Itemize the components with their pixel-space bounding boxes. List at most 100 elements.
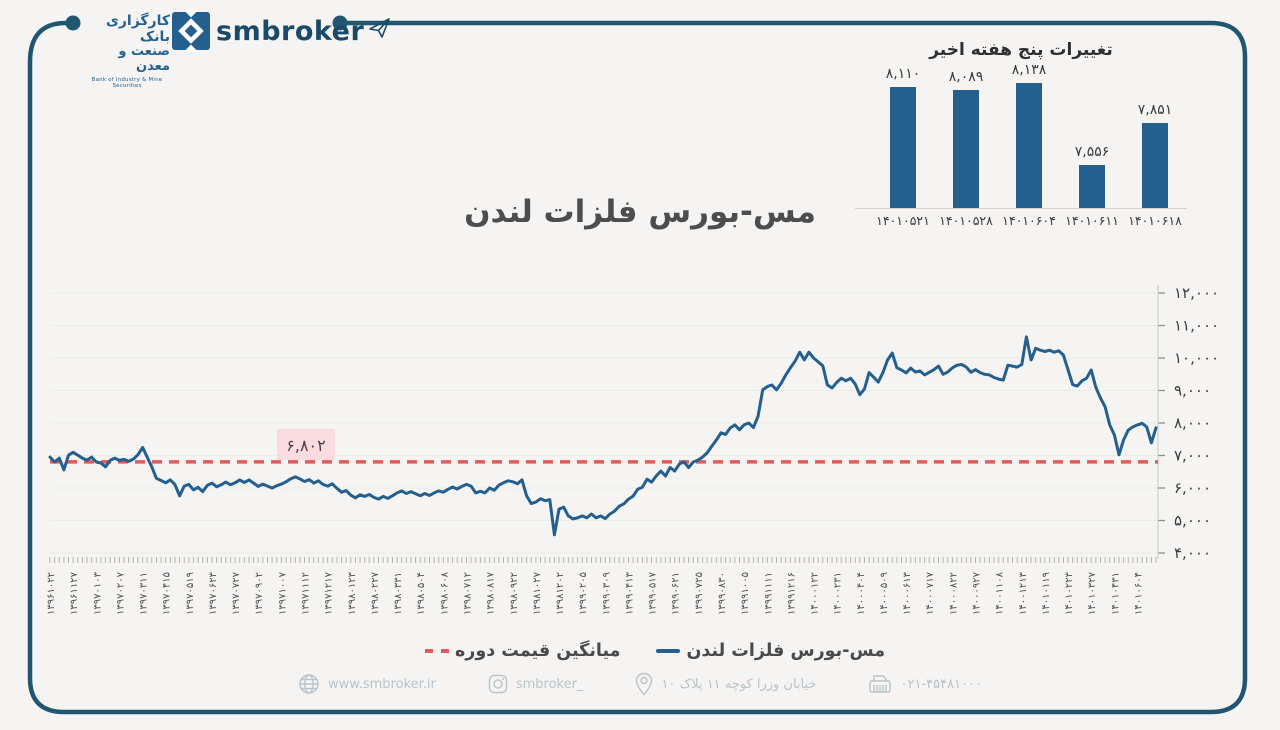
smbroker-wordmark: smbroker (216, 16, 392, 47)
x-tick-label: ۱۳۹۹۰۵۱۷ (648, 571, 659, 615)
bar-category-label: ۱۴۰۱۰۶۱۸ (1128, 213, 1182, 228)
location-pin-icon (636, 672, 653, 696)
bar-category-label: ۱۴۰۱۰۶۱۱ (1065, 213, 1119, 228)
footer-address: خیابان وزرا کوچه ۱۱ پلاک ۱۰ (635, 672, 816, 696)
x-tick-label: ۱۳۹۷۱۱۱۲ (301, 572, 312, 615)
x-tick-label: ۱۳۹۹۰۴۱۳ (624, 571, 635, 615)
legend-item-average: میانگین قیمت دوره (424, 641, 621, 661)
bar (890, 87, 916, 208)
globe-icon (299, 674, 319, 694)
copper-price-line-chart: ۱۲,۰۰۰ ۱۱,۰۰۰ ۱۰,۰۰۰ ۹,۰۰۰ ۸,۰۰۰ ۷,۰۰۰ ۶,۰۰۰ ۵,… (46, 284, 1219, 615)
fax-icon (869, 675, 892, 693)
x-tick-label: ۱۴۰۰۰۷۱۷ (925, 571, 936, 615)
bar (1016, 83, 1042, 208)
x-tick-label: ۱۳۹۹۱۲۱۶ (786, 572, 797, 615)
y-tick-label: ۱۰,۰۰۰ (1174, 349, 1219, 367)
bar (1079, 165, 1105, 208)
x-tick-label: ۱۳۹۸۰۹۲۲ (509, 572, 520, 615)
x-tick-label: ۱۳۹۸۰۲۲۷ (370, 571, 381, 615)
x-tick-label: ۱۳۹۸۰۱۲۳ (347, 571, 358, 615)
bank-logo-icon (172, 4, 210, 58)
legend-average-label: میانگین قیمت دوره (454, 641, 621, 661)
bar-value-label: ۸,۱۱۰ (885, 66, 921, 82)
bar-chart-plot: ۸,۱۱۰ ۸,۰۸۹ ۸,۱۳۸ ۷,۵۵۶ ۷,۸۵۱ (855, 62, 1187, 209)
bar-value-label: ۸,۰۸۹ (948, 69, 984, 85)
x-tick-label: ۱۴۰۱۰۶۰۴ (1133, 572, 1144, 615)
x-tick-label: ۱۳۹۹۰۷۲۵ (694, 572, 705, 615)
footer-instagram[interactable]: smbroker_ (488, 674, 584, 694)
price-line-series (48, 335, 1158, 537)
bar-value-label: ۷,۸۵۱ (1137, 102, 1173, 118)
x-tick-label: ۱۳۹۹۰۳۰۹ (601, 572, 612, 615)
x-tick-label: ۱۴۰۰۰۲۳۱ (833, 572, 844, 615)
frame-dot-left (65, 15, 81, 31)
y-tick-label: ۴,۰۰۰ (1174, 544, 1211, 562)
x-tick-label: ۱۳۹۷۰۳۱۱ (139, 572, 150, 615)
average-annotation-label: ۶,۸۰۲ (286, 436, 325, 455)
bar-column: ۸,۰۸۹ (936, 69, 996, 208)
x-tick-label: ۱۳۹۷۰۴۱۵ (162, 572, 173, 615)
x-tick-label: ۱۳۹۸۰۵۰۴ (416, 572, 427, 615)
bar-column: ۸,۱۱۰ (873, 66, 933, 208)
x-tick-label: ۱۴۰۱۰۳۲۷ (1087, 571, 1098, 615)
x-tick-label: ۱۳۹۸۱۲۰۲ (555, 572, 566, 615)
legend-series-label: مس-بورس فلزات لندن (686, 641, 886, 661)
x-tick-label: ۱۳۹۷۰۷۲۷ (231, 571, 242, 615)
average-annotation-box (277, 428, 335, 460)
footer-address-label: خیابان وزرا کوچه ۱۱ پلاک ۱۰ (661, 676, 817, 692)
bank-logo-line2: صنعت و معدن (118, 44, 170, 75)
y-tick-label: ۵,۰۰۰ (1174, 512, 1211, 530)
bar-chart-categories: ۱۴۰۱۰۵۲۱ ۱۴۰۱۰۵۲۸ ۱۴۰۱۰۶۰۴ ۱۴۰۱۰۶۱۱ ۱۴۰۱۰۶۱۸ (855, 213, 1187, 237)
legend-blue-line-marker (656, 649, 681, 653)
page-title: مس-بورس فلزات لندن (464, 194, 816, 230)
bar (953, 90, 979, 208)
instagram-icon (488, 674, 508, 694)
bar-chart-title: تغییرات پنج هفته اخیر (929, 40, 1113, 60)
x-tick-label: ۱۴۰۰۰۴۰۴ (856, 572, 867, 615)
x-tick-label: ۱۴۰۰۰۹۲۷ (972, 571, 983, 615)
y-tick-label: ۷,۰۰۰ (1174, 447, 1211, 465)
x-tick-label: ۱۳۹۷۰۵۱۹ (185, 572, 196, 615)
bar (1142, 123, 1168, 208)
bank-logo-line1: کارگزاری بانک (106, 13, 170, 46)
x-tick-label: ۱۳۹۶۱۰۲۲ (46, 572, 57, 615)
x-tick-label: ۱۴۰۱۰۴۳۱ (1110, 572, 1121, 615)
x-tick-label: ۱۳۹۹۱۱۱۱ (763, 572, 774, 615)
bar-value-label: ۷,۵۵۶ (1074, 144, 1110, 160)
x-tick-label: ۱۳۹۶۱۱۲۷ (69, 571, 80, 615)
footer: www.smbroker.ir smbroker_ خیابان وزرا کو… (280, 672, 1000, 696)
x-tick-label: ۱۳۹۷۱۰۰۷ (277, 571, 288, 615)
x-tick-label: ۱۳۹۹۱۰۰۵ (740, 572, 751, 615)
x-tick-label: ۱۴۰۰۰۶۱۳ (902, 571, 913, 615)
x-tick-label: ۱۴۰۰۰۵۰۹ (879, 572, 890, 615)
x-tick-label: ۱۳۹۷۰۲۰۷ (115, 571, 126, 615)
legend-red-dash-marker (424, 649, 449, 653)
bar-column: ۸,۱۳۸ (999, 62, 1059, 208)
bank-logo-text: کارگزاری بانک صنعت و معدن Bank of Indust… (84, 13, 170, 90)
bar-category-label: ۱۴۰۱۰۵۲۱ (876, 213, 930, 228)
x-tick-label: ۱۳۹۸۰۳۳۱ (393, 572, 404, 615)
x-tick-label: ۱۴۰۱۰۱۱۹ (1041, 572, 1052, 615)
x-tick-label: ۱۳۹۹۰۶۲۱ (671, 572, 682, 615)
y-tick-label: ۹,۰۰۰ (1174, 382, 1211, 400)
paper-plane-icon (368, 16, 392, 47)
x-tick-label: ۱۳۹۹۰۸۳۰ (717, 572, 728, 615)
footer-website-label: www.smbroker.ir (328, 676, 436, 692)
x-tick-label: ۱۴۰۱۰۲۲۳ (1064, 571, 1075, 615)
five-week-bar-chart: تغییرات پنج هفته اخیر ۸,۱۱۰ ۸,۰۸۹ ۸,۱۳۸ ۷,۵… (855, 40, 1187, 248)
x-tick-label: ۱۴۰۰۰۸۲۲ (948, 572, 959, 615)
footer-instagram-label: smbroker_ (515, 676, 584, 692)
y-tick-label: ۶,۰۰۰ (1174, 479, 1211, 497)
bar-column: ۷,۵۵۶ (1062, 144, 1122, 208)
legend: مس-بورس فلزات لندن میانگین قیمت دوره (400, 641, 910, 661)
legend-item-series: مس-بورس فلزات لندن (656, 641, 885, 661)
x-tick-label: ۱۳۹۷۱۲۱۷ (324, 571, 335, 615)
y-tick-label: ۸,۰۰۰ (1174, 414, 1211, 432)
y-tick-label: ۱۱,۰۰۰ (1174, 317, 1219, 335)
x-tick-label: ۱۴۰۰۱۱۰۸ (995, 571, 1006, 615)
bar-category-label: ۱۴۰۱۰۵۲۸ (939, 213, 993, 228)
y-tick-label: ۱۲,۰۰۰ (1174, 284, 1219, 302)
x-tick-label: ۱۴۰۰۱۲۱۳ (1018, 571, 1029, 615)
footer-phone: ۰۲۱-۴۵۴۸۱۰۰۰ (868, 673, 982, 695)
footer-website[interactable]: www.smbroker.ir (298, 673, 436, 695)
